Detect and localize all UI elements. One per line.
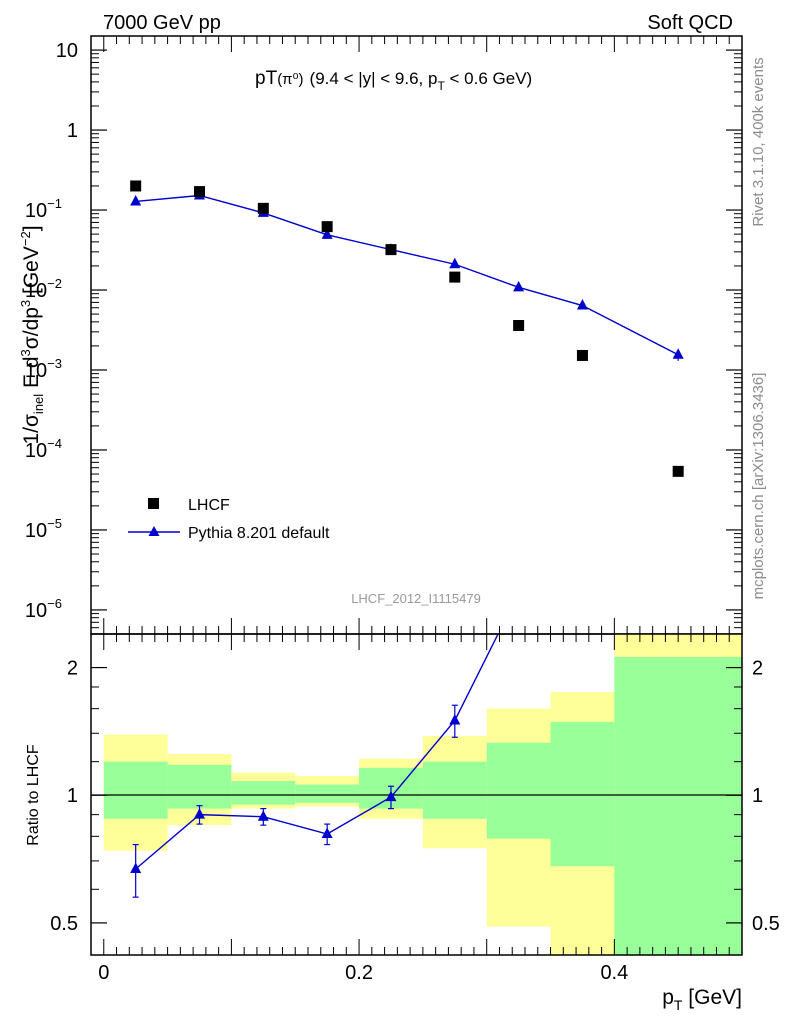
main-data-point: [257, 202, 269, 214]
ratio-mc-point: [385, 790, 397, 802]
main-y-label-1: 1/σ: [20, 414, 43, 445]
ratio-band-inner: [167, 764, 232, 809]
main-mc-point: [576, 299, 588, 310]
header-left: 7000 GeV pp: [103, 12, 221, 34]
main-mc-point: [672, 348, 684, 359]
ratio-y-tick-label-left: 1: [67, 785, 78, 807]
ratio-band-inner: [103, 761, 168, 819]
ratio-series-layer: [130, 634, 499, 898]
ratio-band-inner: [614, 656, 742, 955]
main-y-tick-label: 10−5: [25, 516, 62, 542]
plot-title-cuts-a: (9.4 < |y| < 9.6, p: [310, 69, 438, 88]
ratio-plot-area: 0 0.2 0.4 0.5 0.5 1 1 2 2: [50, 633, 780, 984]
ratio-mc-point: [449, 714, 461, 725]
main-y-tick-exponent: −6: [47, 596, 62, 611]
main-y-tick-exponent: −4: [47, 436, 62, 451]
ratio-band-inner: [550, 721, 615, 867]
ratio-mc-point: [257, 810, 269, 821]
main-data-point: [130, 180, 142, 192]
main-y-tick-exponent: −3: [47, 356, 62, 371]
ratio-y-axis-label: Ratio to LHCF: [25, 744, 42, 846]
main-data-point: [321, 221, 333, 233]
ratio-axis-ticks: 0 0.2 0.4 0.5 0.5 1 1 2 2: [50, 634, 780, 984]
ratio-y-tick-label-left: 2: [67, 658, 78, 680]
main-y-tick-label: 10−6: [25, 596, 62, 622]
legend-data-marker: [148, 498, 159, 509]
ratio-x-tick-label: 0.2: [345, 962, 373, 984]
ratio-mc-point: [194, 808, 205, 819]
ratio-series-clipped: [130, 634, 499, 898]
main-data-point: [576, 349, 588, 361]
main-mc-point: [513, 280, 525, 292]
main-y-tick-label: 10: [56, 40, 78, 62]
legend-data-label: LHCF: [188, 497, 230, 514]
main-y-tick-exponent: −2: [47, 276, 62, 291]
main-data-point: [385, 244, 397, 256]
main-mc-point: [321, 228, 333, 239]
ratio-y-tick-label-left: 0.5: [50, 913, 78, 935]
plot-title: pT(π⁰) (9.4 < |y| < 9.6, pT < 0.6 GeV): [255, 68, 532, 93]
main-data-point: [513, 320, 525, 332]
main-data-point: [672, 465, 684, 477]
main-plot-frame: [90, 35, 743, 635]
main-y-tick-exponent: −1: [47, 196, 62, 211]
ratio-mc-point: [130, 862, 142, 873]
plot-title-cuts-sub: T: [437, 79, 445, 93]
plot-title-main: pT: [255, 68, 278, 89]
ratio-x-tick-label: 0.4: [600, 962, 628, 984]
ratio-mc-point: [321, 827, 333, 839]
header-right: Soft QCD: [647, 12, 733, 34]
ratio-plot-frame: [90, 633, 743, 956]
main-mc-point: [130, 194, 142, 206]
legend-mc-label: Pythia 8.201 default: [188, 525, 330, 542]
main-y-axis-label: 1/σinel E d3σ/dp3 [GeV−2]: [18, 225, 46, 444]
main-y-tick-label: 1: [67, 120, 78, 142]
main-data-point: [194, 186, 205, 198]
main-y-tick-exponent: −5: [47, 516, 62, 531]
ratio-y-tick-label-right: 1: [752, 785, 763, 807]
main-series-layer: [130, 180, 684, 477]
main-data-point: [449, 271, 461, 283]
ratio-x-tick-label: 0: [98, 962, 109, 984]
side-label-version: Rivet 3.1.10, 400k events: [750, 57, 767, 226]
ratio-y-tick-label-right: 0.5: [752, 913, 780, 935]
ratio-y-tick-label-right: 2: [752, 658, 763, 680]
side-label-source: mcplots.cern.ch [arXiv:1306.3436]: [750, 373, 767, 600]
x-axis-label: pT [GeV]: [662, 986, 742, 1013]
ratio-band-inner: [231, 781, 296, 805]
legend-mc-marker: [148, 526, 160, 536]
ratio-band-inner: [422, 761, 487, 819]
main-mc-point: [449, 257, 461, 269]
analysis-id: LHCF_2012_I1115479: [351, 591, 481, 606]
plot-title-species: (π⁰): [277, 71, 303, 88]
legend: LHCF Pythia 8.201 default: [128, 497, 330, 542]
ratio-band-inner: [295, 784, 360, 803]
plot-title-cuts-b: < 0.6 GeV): [445, 69, 532, 88]
ratio-band-inner: [486, 742, 551, 839]
main-mc-line: [135, 194, 679, 356]
main-y-tick-label: 10−1: [25, 196, 62, 222]
